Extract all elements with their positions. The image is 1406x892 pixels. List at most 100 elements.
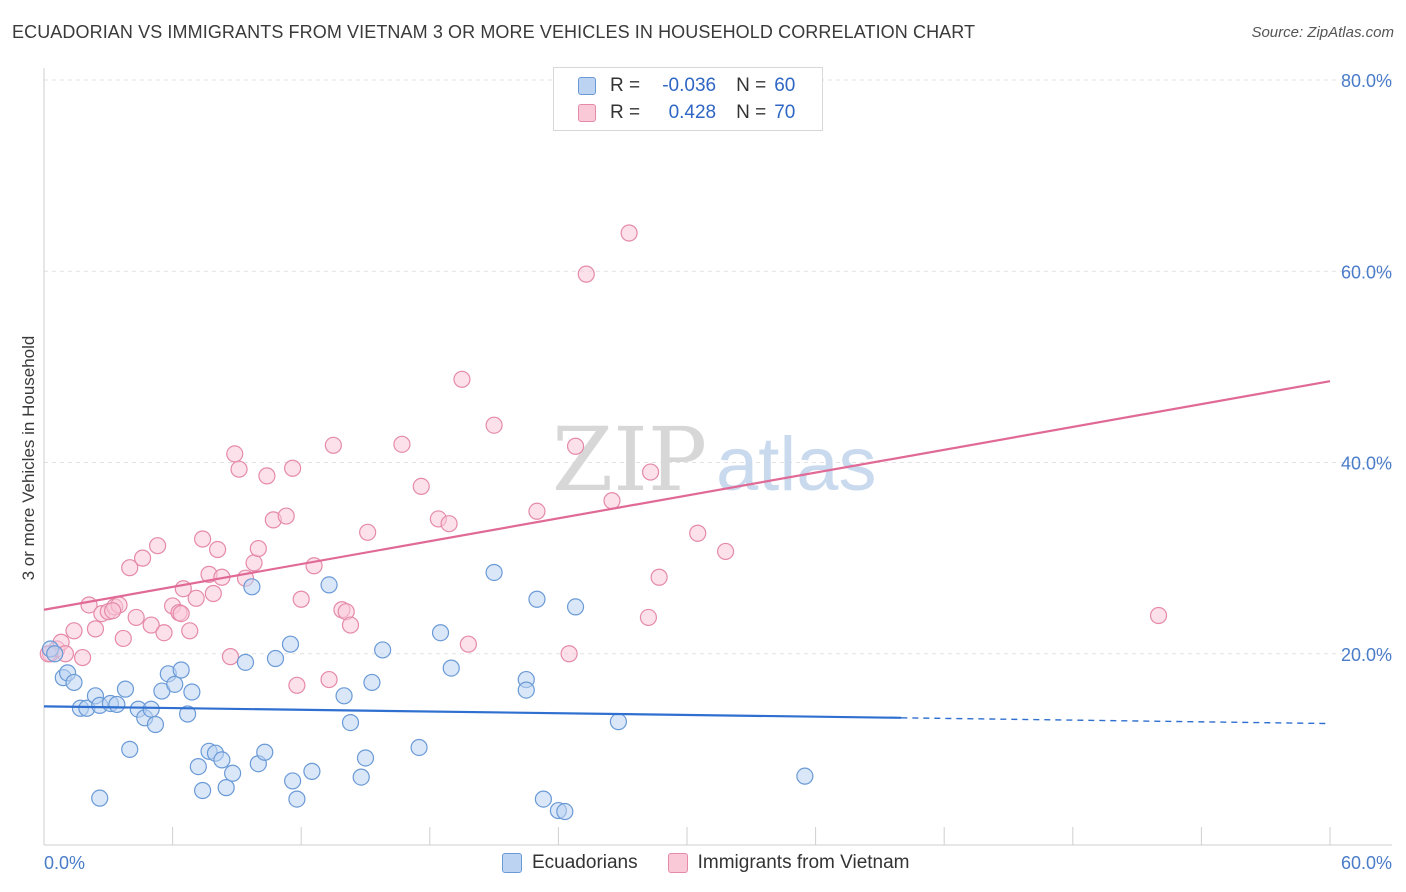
ecuadorian-point: [179, 705, 197, 723]
legend-row-vietnam: R = 0.428 N = 70: [578, 101, 795, 125]
ecuadorian-point: [189, 757, 207, 776]
vietnam-point: [620, 224, 638, 242]
legend-swatch-ecuadorians: [502, 853, 522, 873]
ecuadorian-point: [566, 598, 585, 616]
vietnam-point: [641, 463, 660, 481]
ecuadorian-point: [243, 578, 261, 596]
vietnam-point: [155, 624, 173, 642]
ecuadorian-point: [116, 680, 135, 698]
ecuadorian-point: [303, 762, 321, 780]
ecuadorian-point: [431, 624, 450, 642]
vietnam-point: [577, 265, 595, 283]
watermark-zip: ZIP: [552, 408, 707, 511]
legend-label-vietnam: Immigrants from Vietnam: [697, 852, 910, 873]
vietnam-point: [459, 635, 477, 653]
ecuadorian-point: [108, 695, 126, 714]
vietnam-point: [566, 437, 585, 455]
series-legend: Ecuadorians Immigrants from Vietnam: [502, 852, 940, 874]
vietnam-point: [341, 616, 360, 634]
ecuadorian-point: [256, 743, 274, 761]
ecuadorian-point: [341, 713, 360, 732]
vietnam-point: [689, 524, 707, 542]
ecuadorian-point: [46, 645, 64, 663]
ecuadorian-point: [166, 675, 184, 693]
legend-n-value: 60: [774, 75, 796, 96]
vietnam-point: [485, 416, 503, 434]
x-ticks: [43, 827, 1331, 845]
vietnam-point: [716, 542, 735, 561]
ecuadorian-point: [142, 700, 160, 718]
vietnam-point: [133, 549, 152, 567]
ecuadorian-point: [65, 673, 83, 692]
ecuadorian-point: [172, 661, 190, 679]
chart-title: ECUADORIAN VS IMMIGRANTS FROM VIETNAM 3 …: [12, 22, 976, 42]
legend-r-label: R =: [610, 75, 641, 96]
ecuadorian-point: [224, 764, 242, 782]
legend-n-label: N =: [736, 102, 767, 123]
legend-n-label: N =: [736, 75, 767, 96]
vietnam-point: [324, 436, 342, 454]
vietnam-point: [221, 648, 240, 666]
legend-item-vietnam[interactable]: Immigrants from Vietnam: [667, 852, 910, 874]
vietnam-point: [528, 502, 546, 520]
ecuadorian-point: [320, 576, 338, 594]
legend-n-value: 70: [774, 102, 796, 123]
vietnam-point: [65, 622, 83, 640]
ecuadorian-point: [288, 790, 306, 808]
ecuadorian-point: [284, 772, 302, 790]
ecuadorian-point: [91, 789, 109, 807]
ecuadorian-trend-line: [43, 705, 902, 719]
vietnam-point: [204, 584, 222, 603]
ecuadorian-point: [352, 768, 370, 786]
vietnam-point: [249, 539, 267, 558]
stats-legend: R = -0.036 N = 60 R = 0.428 N = 70: [553, 67, 823, 131]
vietnam-point: [230, 460, 248, 478]
ecuadorian-point: [410, 738, 428, 757]
legend-label-ecuadorians: Ecuadorians: [532, 852, 638, 873]
legend-item-ecuadorians[interactable]: Ecuadorians: [502, 852, 638, 874]
legend-row-ecuadorians: R = -0.036 N = 60: [578, 74, 795, 98]
ecuadorian-point: [281, 635, 300, 653]
vietnam-point: [103, 602, 122, 620]
legend-swatch-blue: [578, 77, 596, 95]
legend-swatch-vietnam: [667, 853, 688, 873]
ecuadorian-point: [356, 749, 375, 767]
vietnam-point: [187, 589, 205, 607]
y-tick-label: 60.0%: [1341, 262, 1392, 282]
legend-r-value: -0.036: [662, 75, 717, 96]
ecuadorian-point: [146, 715, 165, 734]
ecuadorian-point: [183, 683, 201, 701]
vietnam-point: [148, 537, 167, 555]
vietnam-point: [73, 648, 92, 667]
vietnam-point: [288, 676, 306, 694]
y-tick-label: 20.0%: [1341, 645, 1392, 665]
vietnam-point: [121, 559, 139, 577]
ecuadorian-point: [363, 673, 381, 692]
ecuadorian-point: [534, 790, 552, 808]
vietnam-point: [320, 670, 338, 689]
vietnam-point: [245, 554, 263, 572]
legend-r-label: R =: [610, 102, 641, 123]
trend-lines: [43, 380, 1331, 725]
vietnam-point: [86, 620, 105, 638]
ecuadorian-point: [121, 740, 139, 758]
vietnam-point: [226, 445, 244, 463]
vietnam-point: [603, 492, 621, 510]
vietnam-point: [560, 645, 578, 663]
ecuadorian-point: [213, 751, 231, 769]
vietnam-point: [639, 608, 658, 627]
ecuadorian-point: [335, 687, 353, 705]
vietnam-point: [172, 604, 190, 623]
vietnam-trend-line: [43, 380, 1331, 611]
ecuadorian-point: [374, 641, 392, 659]
vietnam-point: [440, 515, 458, 533]
ecuadorian-point: [236, 653, 255, 671]
vietnam-point: [393, 435, 411, 453]
vietnam-point: [650, 568, 668, 586]
vietnam-point: [453, 370, 471, 388]
vietnam-point: [284, 459, 302, 477]
x-tick-label-max: 60.0%: [1341, 853, 1392, 873]
ecuadorian-point: [796, 767, 814, 785]
legend-swatch-pink: [578, 104, 596, 122]
